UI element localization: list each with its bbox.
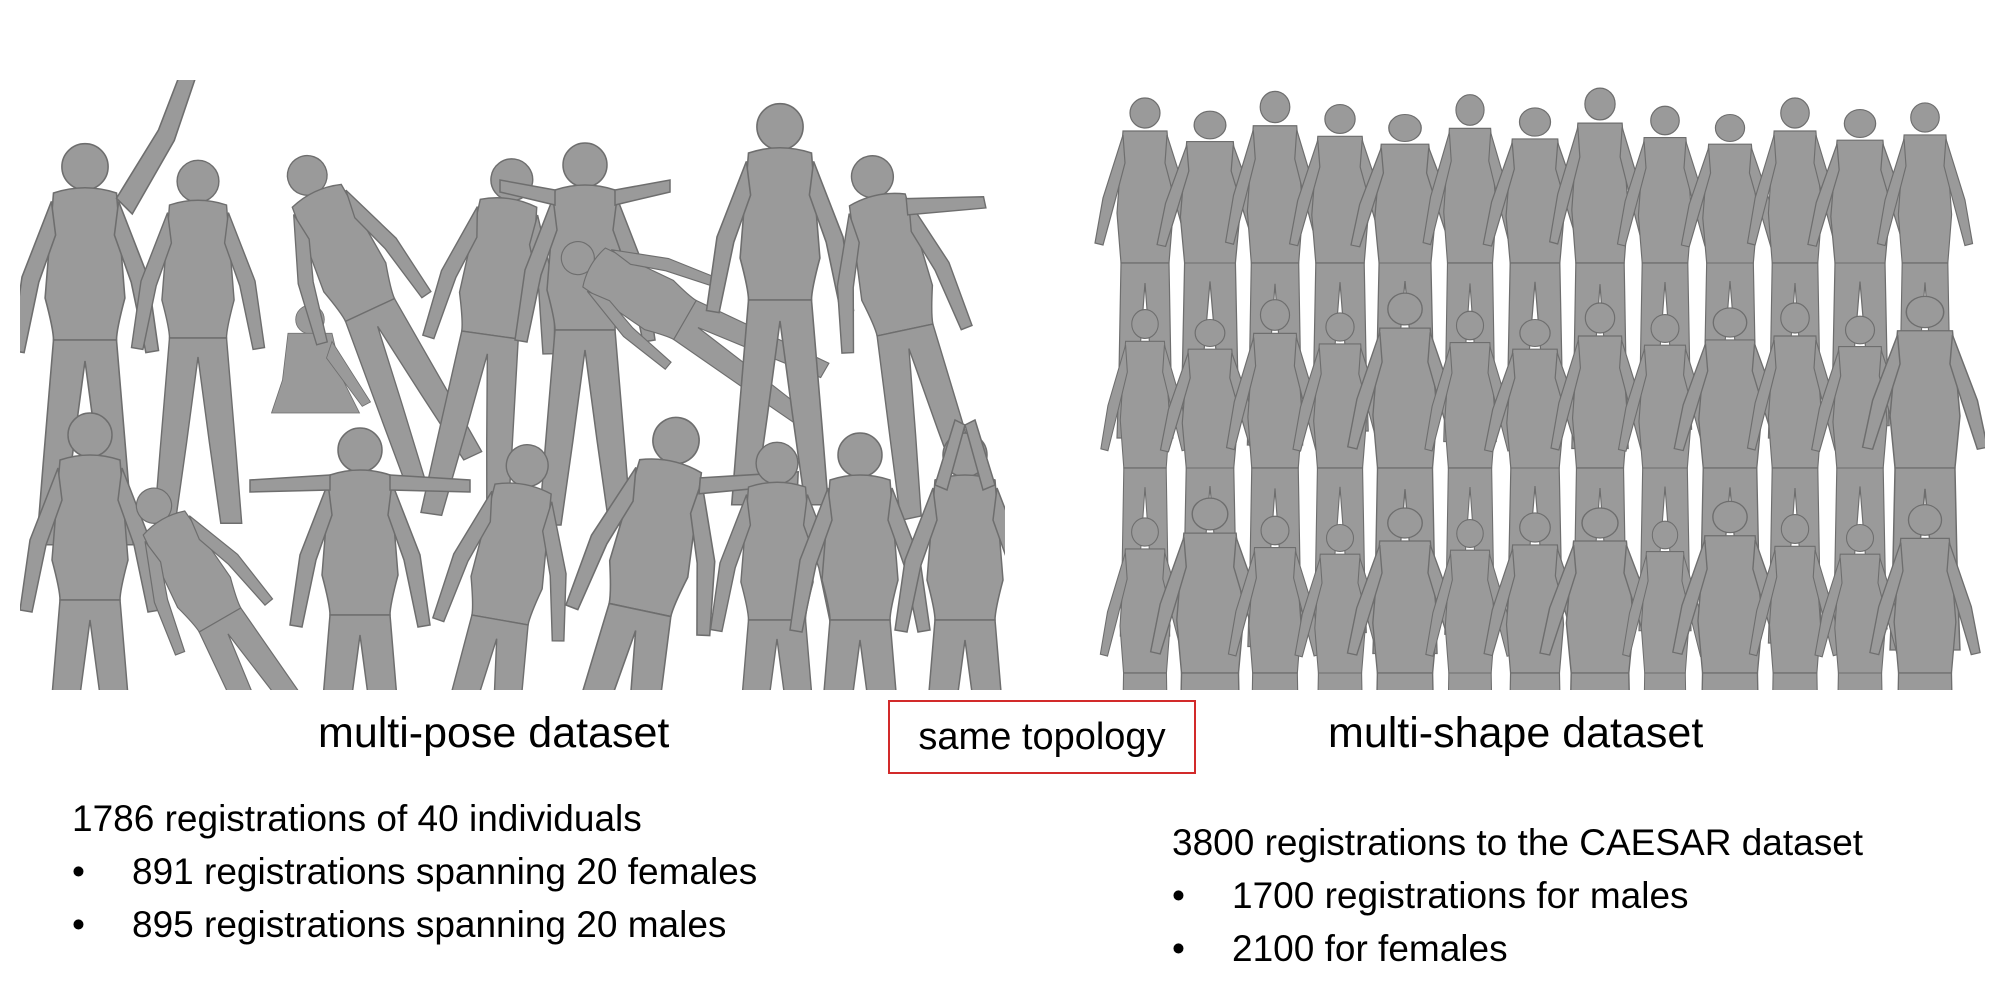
multi-pose-bullet-females: 891 registrations spanning 20 females <box>132 851 758 892</box>
multi-shape-bullet-females: 2100 for females <box>1232 928 1508 969</box>
pose-figure <box>894 418 1005 690</box>
list-item: • 1700 registrations for males <box>1172 869 1863 922</box>
multi-shape-caption: multi-shape dataset <box>1328 709 1704 757</box>
multi-pose-caption: multi-pose dataset <box>318 709 670 757</box>
list-item: • 891 registrations spanning 20 females <box>72 845 757 898</box>
shape-figure <box>1099 517 1191 690</box>
bullet-icon: • <box>1172 928 1185 969</box>
pose-figure <box>20 80 196 546</box>
multi-pose-figures <box>20 80 1005 690</box>
same-topology-label: same topology <box>918 715 1166 758</box>
multi-pose-summary: 1786 registrations of 40 individuals <box>72 798 642 839</box>
bullet-icon: • <box>72 851 85 892</box>
pose-figure <box>20 412 161 690</box>
multi-pose-bullet-males: 895 registrations spanning 20 males <box>132 904 727 945</box>
multi-shape-bullet-males: 1700 registrations for males <box>1232 875 1689 916</box>
bullet-icon: • <box>1172 875 1185 916</box>
shape-figure <box>1869 504 1981 690</box>
multi-shape-figures <box>1094 87 1985 690</box>
bullet-icon: • <box>72 904 85 945</box>
pose-figure <box>499 142 671 526</box>
multi-shape-stats: 3800 registrations to the CAESAR dataset… <box>1172 816 1863 975</box>
list-item: • 2100 for females <box>1172 922 1863 975</box>
multi-shape-image <box>1080 78 1985 690</box>
pose-figure <box>802 141 1005 526</box>
pose-figure <box>249 427 471 690</box>
multi-pose-stats: 1786 registrations of 40 individuals • 8… <box>72 792 757 951</box>
multi-pose-image <box>20 80 1005 690</box>
same-topology-box: same topology <box>888 700 1196 774</box>
multi-shape-summary: 3800 registrations to the CAESAR dataset <box>1172 822 1864 863</box>
list-item: • 895 registrations spanning 20 males <box>72 898 757 951</box>
